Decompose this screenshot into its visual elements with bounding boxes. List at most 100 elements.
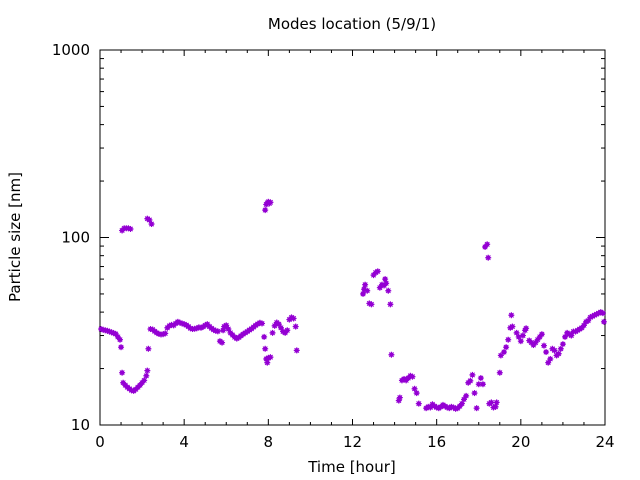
data-point — [509, 323, 516, 330]
y-tick-label: 10 — [71, 416, 90, 434]
x-tick-label: 0 — [95, 433, 105, 451]
data-point — [477, 375, 484, 382]
data-point — [555, 350, 562, 357]
data-point — [600, 318, 607, 325]
data-point — [259, 320, 266, 327]
data-point — [484, 241, 491, 248]
data-point — [513, 329, 520, 336]
data-point — [261, 333, 268, 340]
data-point — [532, 339, 539, 346]
data-point — [284, 327, 291, 334]
data-point — [415, 400, 422, 407]
x-tick-label: 12 — [343, 433, 362, 451]
data-point — [547, 355, 554, 362]
x-tick-label: 4 — [179, 433, 189, 451]
data-point — [496, 369, 503, 376]
data-point — [599, 310, 606, 317]
y-axis-label: Particle size [nm] — [6, 172, 24, 302]
data-point — [559, 341, 566, 348]
data-point — [585, 317, 592, 324]
data-point — [374, 268, 381, 275]
data-point — [141, 377, 148, 384]
data-point — [145, 345, 152, 352]
data-point — [492, 403, 499, 410]
data-point — [543, 349, 550, 356]
data-point — [290, 315, 297, 322]
data-point — [254, 320, 261, 327]
data-point — [576, 326, 583, 333]
data-point — [413, 390, 420, 397]
data-point — [127, 226, 134, 233]
data-point — [488, 399, 495, 406]
data-point — [515, 333, 522, 340]
data-point — [557, 345, 564, 352]
x-tick-label: 24 — [595, 433, 614, 451]
data-point — [148, 221, 155, 228]
data-point — [364, 287, 371, 294]
data-point — [439, 401, 446, 408]
data-point — [293, 347, 300, 354]
y-tick-label: 1000 — [52, 41, 90, 59]
x-tick-label: 20 — [511, 433, 530, 451]
data-point — [523, 325, 530, 332]
data-point — [409, 373, 416, 380]
data-point — [362, 281, 369, 288]
chart-title: Modes location (5/9/1) — [268, 15, 436, 33]
data-point — [292, 323, 299, 330]
data-point — [385, 287, 392, 294]
data-point — [223, 322, 230, 329]
data-point — [119, 369, 126, 376]
data-point — [508, 312, 515, 319]
data-point — [143, 372, 150, 379]
data-point — [427, 404, 434, 411]
data-point — [118, 344, 125, 351]
data-point — [471, 390, 478, 397]
data-point — [219, 339, 226, 346]
data-point — [396, 394, 403, 401]
data-point — [469, 371, 476, 378]
data-point — [473, 405, 480, 412]
data-point — [479, 381, 486, 388]
data-point — [382, 276, 389, 283]
y-tick-label: 100 — [61, 229, 90, 247]
data-point — [562, 333, 569, 340]
data-point — [485, 254, 492, 261]
data-point — [277, 324, 284, 331]
data-point — [505, 336, 512, 343]
data-point — [519, 332, 526, 339]
y-axis: 10 100 1000 — [52, 41, 605, 434]
data-point — [162, 330, 169, 337]
data-point — [267, 354, 274, 361]
data-point — [360, 290, 367, 297]
data-point — [269, 329, 276, 336]
data-point — [538, 331, 545, 338]
plot-frame — [99, 49, 606, 426]
data-point — [116, 336, 123, 343]
data-point — [580, 322, 587, 329]
x-tick-label: 16 — [427, 433, 446, 451]
data-point — [267, 199, 274, 206]
data-point — [463, 392, 470, 399]
x-axis-label: Time [hour] — [307, 458, 396, 476]
data-point — [517, 338, 524, 345]
data-points — [98, 198, 607, 412]
data-point — [568, 332, 575, 339]
data-point — [503, 344, 510, 351]
data-point — [262, 345, 269, 352]
data-point — [493, 399, 500, 406]
data-point — [262, 207, 269, 214]
data-point — [387, 301, 394, 308]
data-point — [540, 342, 547, 349]
data-point — [144, 367, 151, 374]
data-point — [501, 349, 507, 356]
x-tick-label: 8 — [264, 433, 274, 451]
data-point — [368, 301, 375, 308]
data-point — [458, 400, 465, 407]
x-axis: 0 4 8 12 16 20 24 — [95, 50, 615, 451]
data-point — [225, 326, 232, 333]
data-point — [264, 359, 271, 366]
data-point — [551, 347, 558, 354]
data-point — [388, 351, 395, 358]
data-point — [467, 377, 474, 384]
